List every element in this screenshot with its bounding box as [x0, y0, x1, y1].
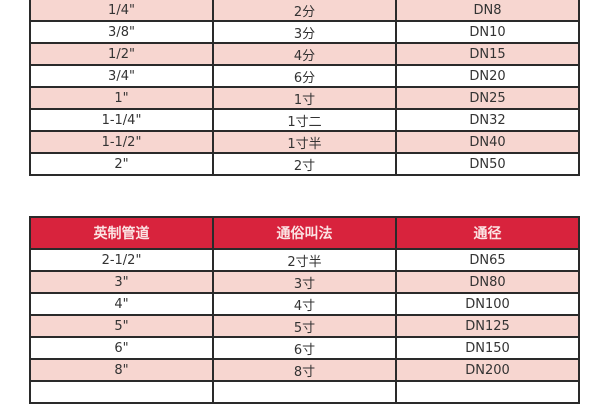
cell-dn: DN80 — [395, 270, 580, 294]
table-row: 8" 8寸 DN200 — [29, 358, 580, 382]
cell-dn: DN50 — [395, 152, 580, 176]
table-row: 1" 1寸 DN25 — [29, 86, 580, 110]
table-row: 1-1/2" 1寸半 DN40 — [29, 130, 580, 154]
table-row: 6" 6寸 DN150 — [29, 336, 580, 360]
table-row: 2" 2寸 DN50 — [29, 152, 580, 176]
cell-common-name: 2分 — [212, 0, 397, 22]
cell-common-name: 4寸 — [212, 292, 397, 316]
cell-common-name: 1寸半 — [212, 130, 397, 154]
cell-imperial: 1/4" — [29, 0, 214, 22]
cell-dn: DN15 — [395, 42, 580, 66]
cell-dn: DN100 — [395, 292, 580, 316]
table-row: 3" 3寸 DN80 — [29, 270, 580, 294]
cell-common-name: 1寸 — [212, 86, 397, 110]
cell-dn: DN200 — [395, 358, 580, 382]
cell-dn: DN150 — [395, 336, 580, 360]
cell-common-name: 3寸 — [212, 270, 397, 294]
table-row: 1/2" 4分 DN15 — [29, 42, 580, 66]
table-row: 3/8" 3分 DN10 — [29, 20, 580, 44]
header-nominal-diameter: 通径 — [395, 216, 580, 250]
cell-imperial: 1-1/4" — [29, 108, 214, 132]
cell-imperial: 3/8" — [29, 20, 214, 44]
cell-imperial: 2-1/2" — [29, 248, 214, 272]
header-row: 英制管道 通俗叫法 通径 — [29, 216, 580, 250]
table-row: 3/4" 6分 DN20 — [29, 64, 580, 88]
pipe-size-table-bottom: 英制管道 通俗叫法 通径 2-1/2" 2寸半 DN65 3" 3寸 DN80 4" 4寸 DN… — [29, 216, 580, 404]
cell-dn: DN125 — [395, 314, 580, 338]
cell-imperial: 5" — [29, 314, 214, 338]
cell-common-name: 8寸 — [212, 358, 397, 382]
header-imperial-pipe: 英制管道 — [29, 216, 214, 250]
cell-common-name: 1寸二 — [212, 108, 397, 132]
cell-dn: DN20 — [395, 64, 580, 88]
cell-common-name: 2寸半 — [212, 248, 397, 272]
cell-dn: DN40 — [395, 130, 580, 154]
cell-dn: DN8 — [395, 0, 580, 22]
cell-dn: DN25 — [395, 86, 580, 110]
cell-imperial: 6" — [29, 336, 214, 360]
cell-dn: DN32 — [395, 108, 580, 132]
cell-common-name: 3分 — [212, 20, 397, 44]
cell-imperial: 3/4" — [29, 64, 214, 88]
cell-imperial: 8" — [29, 358, 214, 382]
cell-dn: DN10 — [395, 20, 580, 44]
cell-imperial: 3" — [29, 270, 214, 294]
cell-imperial: 1-1/2" — [29, 130, 214, 154]
table-row: 1/4" 2分 DN8 — [29, 0, 580, 22]
table-row: 5" 5寸 DN125 — [29, 314, 580, 338]
cell-common-name: 6分 — [212, 64, 397, 88]
cell-common-name: 4分 — [212, 42, 397, 66]
table-row: 2-1/2" 2寸半 DN65 — [29, 248, 580, 272]
cell-common-name: 6寸 — [212, 336, 397, 360]
table-row: 1-1/4" 1寸二 DN32 — [29, 108, 580, 132]
cell-imperial: 2" — [29, 152, 214, 176]
cell-imperial: 1/2" — [29, 42, 214, 66]
cell-common-name: 5寸 — [212, 314, 397, 338]
cell-common-name: 2寸 — [212, 152, 397, 176]
pipe-size-table-top: 1/4" 2分 DN8 3/8" 3分 DN10 1/2" 4分 DN15 3/4" 6分 DN20 1… — [29, 0, 580, 176]
header-common-name: 通俗叫法 — [212, 216, 397, 250]
cell-imperial: 1" — [29, 86, 214, 110]
cell-dn: DN65 — [395, 248, 580, 272]
table-row: 4" 4寸 DN100 — [29, 292, 580, 316]
cell-imperial: 4" — [29, 292, 214, 316]
